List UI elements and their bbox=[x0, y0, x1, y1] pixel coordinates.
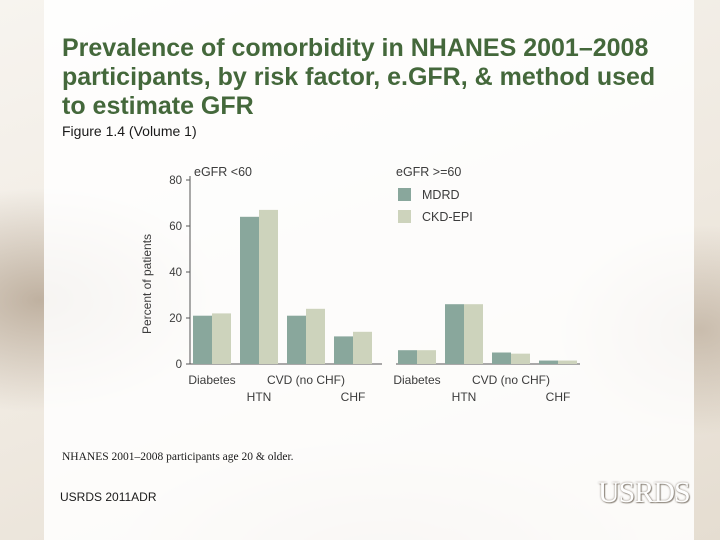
bar-ckd-epi-chf bbox=[353, 331, 372, 364]
bar-mdrd-cvd-no-chf bbox=[287, 315, 306, 364]
category-label: CHF bbox=[546, 390, 571, 404]
category-label: CHF bbox=[341, 390, 366, 404]
y-tick-label: 60 bbox=[169, 221, 182, 233]
bar-mdrd-cvd-no-chf bbox=[492, 352, 511, 364]
panel-title-1: eGFR <60 bbox=[194, 165, 252, 179]
category-label: CVD (no CHF) bbox=[267, 373, 345, 387]
category-label: Diabetes bbox=[393, 373, 440, 387]
legend-swatch-ckd-epi bbox=[398, 210, 411, 223]
y-tick-label: 40 bbox=[169, 267, 182, 279]
source-label: USRDS 2011ADR bbox=[60, 490, 157, 504]
bar-mdrd-chf bbox=[539, 360, 558, 364]
category-label: HTN bbox=[247, 390, 272, 404]
y-tick-label: 20 bbox=[169, 313, 182, 325]
bar-mdrd-htn bbox=[240, 216, 259, 364]
content-panel bbox=[44, 0, 694, 540]
bar-ckd-epi-htn bbox=[464, 304, 483, 364]
y-tick-label: 0 bbox=[176, 359, 182, 371]
bar-ckd-epi-chf bbox=[558, 360, 577, 364]
panel-title-2: eGFR >=60 bbox=[396, 165, 461, 179]
legend-swatch-mdrd bbox=[398, 188, 411, 201]
legend-label-mdrd: MDRD bbox=[422, 188, 460, 202]
bar-ckd-epi-diabetes bbox=[417, 350, 436, 364]
footnote: NHANES 2001–2008 participants age 20 & o… bbox=[62, 451, 294, 463]
legend-label-ckd-epi: CKD-EPI bbox=[422, 210, 473, 224]
category-label: HTN bbox=[452, 390, 477, 404]
bar-ckd-epi-cvd-no-chf bbox=[306, 308, 325, 364]
category-label: CVD (no CHF) bbox=[472, 373, 550, 387]
bar-mdrd-diabetes bbox=[193, 315, 212, 364]
bar-mdrd-htn bbox=[445, 304, 464, 364]
y-axis-label: Percent of patients bbox=[140, 234, 154, 334]
bar-ckd-epi-diabetes bbox=[212, 313, 231, 364]
figure-label: Figure 1.4 (Volume 1) bbox=[62, 123, 197, 139]
chart-area: eGFR <60 0 20 40 60 80 Percent of patients Diab… bbox=[140, 165, 580, 404]
slide-title: Prevalence of comorbidity in NHANES 2001… bbox=[62, 34, 656, 120]
bar-ckd-epi-htn bbox=[259, 209, 278, 364]
bar-mdrd-diabetes bbox=[398, 350, 417, 364]
category-label: Diabetes bbox=[188, 373, 235, 387]
bar-ckd-epi-cvd-no-chf bbox=[511, 353, 530, 364]
usrds-logo: USRDS bbox=[598, 476, 691, 509]
bar-mdrd-chf bbox=[334, 336, 353, 364]
y-tick-label: 80 bbox=[169, 175, 182, 187]
